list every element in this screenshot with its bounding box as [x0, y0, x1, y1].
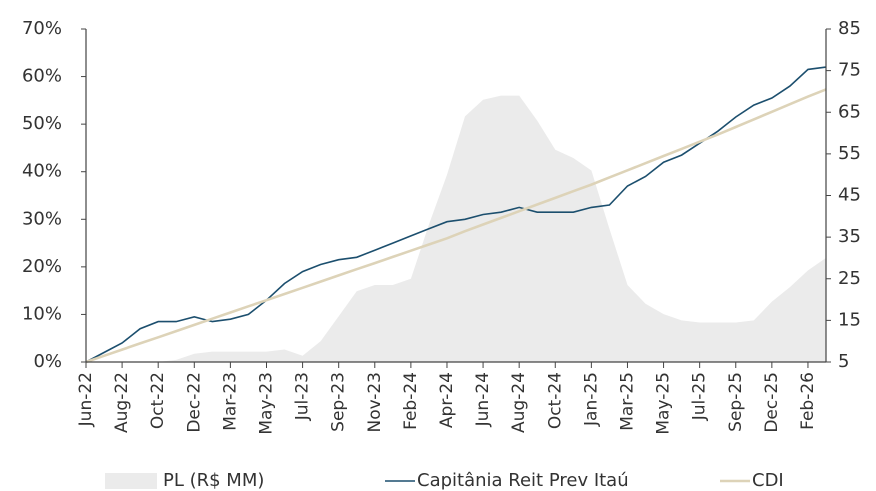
x-tick-label: Jun-24 — [473, 372, 493, 427]
x-tick-label: Jul-25 — [690, 372, 710, 421]
x-tick-label: Jun-22 — [76, 372, 96, 427]
x-tick-label: Sep-25 — [726, 372, 746, 432]
y-tick-label: 10% — [22, 303, 62, 324]
x-tick-label: Oct-24 — [545, 372, 565, 429]
area — [86, 95, 826, 362]
y2-tick-label: 75 — [838, 60, 861, 81]
x-tick-label: Oct-22 — [148, 372, 168, 429]
y2-tick-label: 65 — [838, 101, 861, 122]
y-tick-label: 20% — [22, 256, 62, 277]
y2-tick-label: 55 — [838, 143, 861, 164]
x-tick-label: Nov-23 — [365, 372, 385, 433]
x-tick-label: May-25 — [654, 372, 674, 435]
x-tick-label: Dec-25 — [762, 372, 782, 433]
x-tick-label: Feb-26 — [798, 372, 818, 430]
x-tick-label: Dec-22 — [184, 372, 204, 433]
x-tick-label: May-23 — [256, 372, 276, 435]
legend-label: Capitânia Reit Prev Itaú — [417, 470, 629, 491]
legend-swatch — [105, 473, 157, 489]
y-tick-label: 40% — [22, 161, 62, 182]
y-tick-label: 50% — [22, 113, 62, 134]
x-tick-label: Mar-25 — [617, 372, 637, 431]
x-tick-label: Apr-24 — [437, 372, 457, 428]
y2-tick-label: 15 — [838, 309, 861, 330]
x-tick-label: Mar-23 — [220, 372, 240, 431]
x-tick-label: Feb-24 — [401, 372, 421, 430]
y2-tick-label: 85 — [838, 18, 861, 39]
y2-tick-label: 5 — [838, 351, 849, 372]
x-tick-label: Jan-25 — [581, 372, 601, 427]
x-tick-label: Sep-23 — [329, 372, 349, 432]
legend-label: CDI — [752, 470, 784, 491]
x-tick-label: Aug-22 — [112, 372, 132, 433]
x-tick-label: Aug-24 — [509, 372, 529, 433]
y-tick-label: 30% — [22, 208, 62, 229]
legend-label: PL (R$ MM) — [163, 470, 264, 491]
x-tick-label: Jul-23 — [293, 372, 313, 421]
line — [85, 88, 827, 364]
y-tick-label: 70% — [22, 18, 62, 39]
y-tick-label: 0% — [33, 351, 62, 372]
y2-tick-label: 45 — [838, 185, 861, 206]
y2-tick-label: 35 — [838, 226, 861, 247]
y2-tick-label: 25 — [838, 268, 861, 289]
y-tick-label: 60% — [22, 66, 62, 87]
